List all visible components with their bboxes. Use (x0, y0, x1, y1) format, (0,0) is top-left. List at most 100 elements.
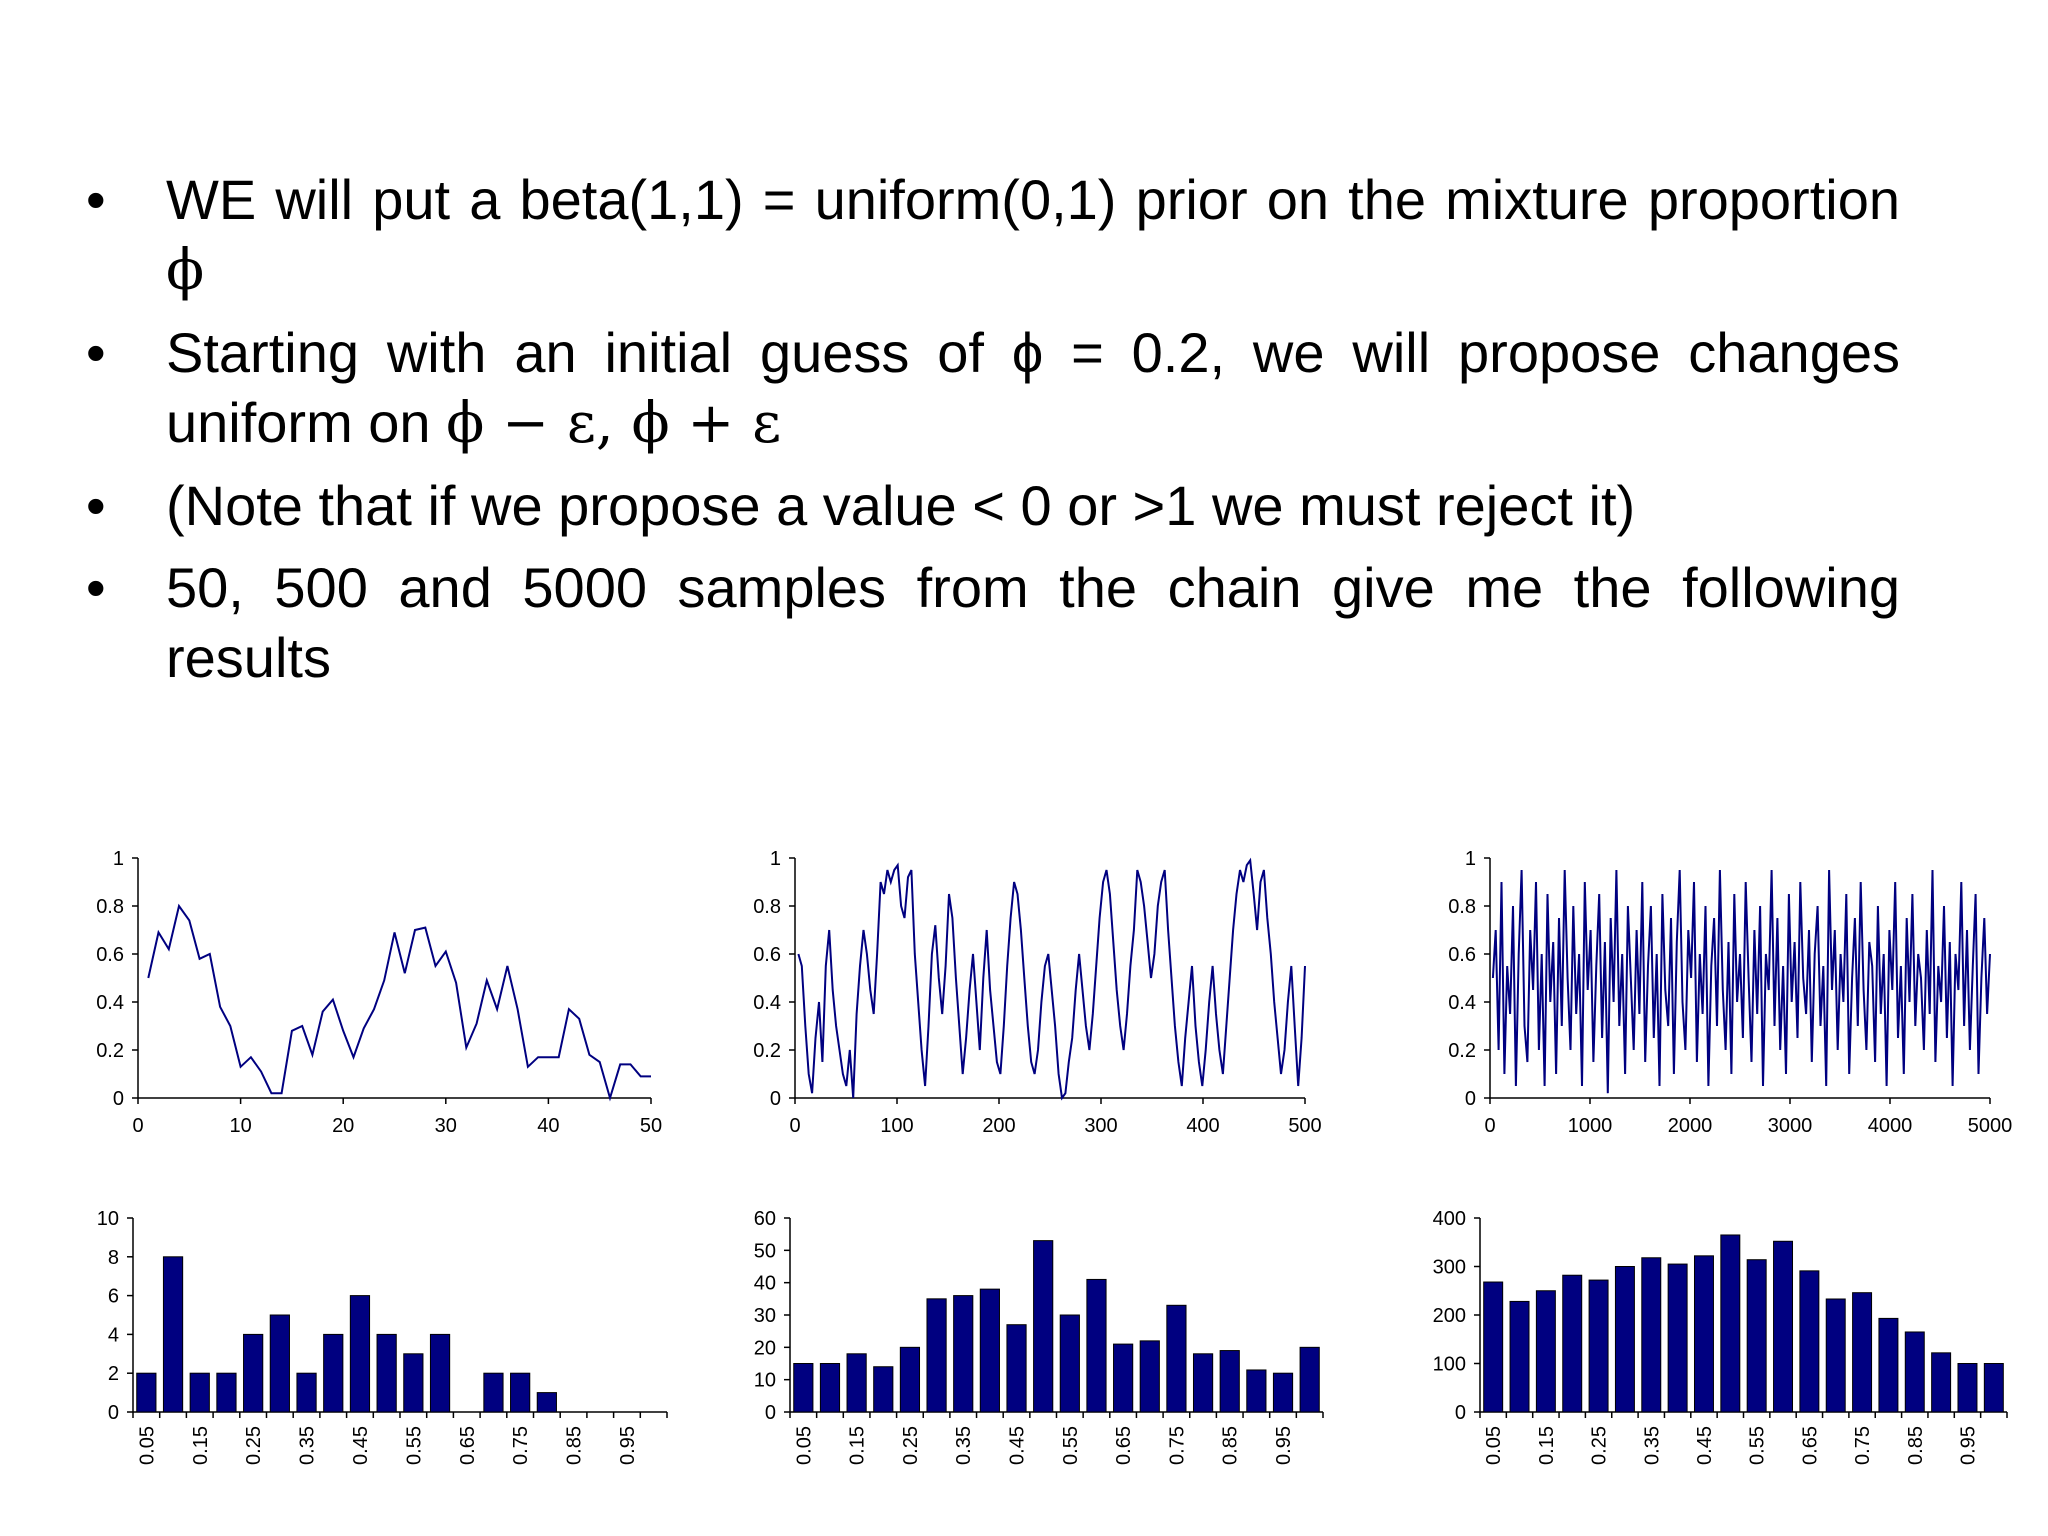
bullet-math: ϕ − ε, ϕ + ε (446, 391, 782, 456)
histogram-bar (189, 1372, 210, 1413)
bullet-text: Starting with an initial guess of ϕ = 0.… (166, 321, 1900, 454)
histogram-bar (1614, 1266, 1635, 1413)
histogram-bar (376, 1333, 397, 1413)
x-tick-label: 0.55 (1747, 1426, 1769, 1465)
y-tick-label: 8 (108, 1247, 119, 1269)
y-tick-label: 300 (1433, 1257, 1466, 1279)
histogram-bar (1535, 1290, 1556, 1413)
chart-panel-1: 00.20.40.60.810 10 20 30 40 50 (96, 848, 662, 1137)
histogram-bar (1483, 1281, 1504, 1413)
x-tick-label: 0.25 (1589, 1426, 1611, 1465)
histogram-bar (926, 1298, 947, 1413)
x-tick-label: 0 (132, 1115, 143, 1137)
x-tick-label: 0.65 (1113, 1426, 1135, 1465)
y-tick-label: 50 (754, 1240, 776, 1262)
histogram-bar (1931, 1352, 1952, 1413)
histogram-bar (1562, 1274, 1583, 1413)
histogram-bar (216, 1372, 237, 1413)
histogram-bar (1693, 1255, 1714, 1413)
x-tick-label: 0.15 (1536, 1426, 1558, 1465)
trace-line (147, 903, 651, 1102)
histogram-bar (873, 1366, 894, 1413)
histogram-bar (1957, 1363, 1978, 1413)
x-tick-label: 4000 (1868, 1115, 1913, 1137)
x-tick-label: 0.25 (243, 1426, 265, 1465)
x-tick-label: 3000 (1768, 1115, 1813, 1137)
histogram-bar (1113, 1343, 1134, 1413)
bullet-dot: • (86, 474, 106, 537)
histogram-bar (1509, 1300, 1530, 1413)
y-tick-label: 0.2 (753, 1040, 781, 1062)
y-tick-label: 0 (108, 1402, 119, 1424)
histogram-bar (793, 1363, 814, 1413)
y-tick-label: 0.4 (753, 992, 781, 1014)
histogram-bar (1139, 1340, 1160, 1413)
chart-panel-6: 0 100 200 300 400 0.05 0.15 0.25 0.35 0.45 0.55 0.6… (1433, 1208, 2008, 1465)
bullet-item: • WE will put a beta(1,1) = uniform(0,1) … (80, 165, 1900, 306)
x-tick-label: 30 (435, 1115, 457, 1137)
x-tick-label: 100 (880, 1115, 913, 1137)
y-tick-label: 0.8 (753, 896, 781, 918)
x-tick-label: 40 (537, 1115, 559, 1137)
x-tick-label: 0.55 (403, 1426, 425, 1465)
histogram-bar (1166, 1304, 1187, 1413)
x-tick-label: 0.05 (793, 1426, 815, 1465)
histogram-bar (1246, 1369, 1267, 1413)
histogram-bar (979, 1288, 1000, 1413)
bullet-item: • Starting with an initial guess of ϕ = 0… (80, 318, 1900, 459)
histogram-bar (136, 1372, 157, 1413)
x-tick-label: 0.75 (510, 1426, 532, 1465)
x-tick-label: 400 (1186, 1115, 1219, 1137)
histogram-bar (1588, 1279, 1609, 1413)
histogram-bar (1773, 1240, 1794, 1413)
bullet-dot: • (86, 168, 106, 231)
y-tick-label: 0.4 (96, 992, 124, 1014)
y-tick-label: 0.2 (96, 1040, 124, 1062)
x-tick-label: 0.15 (190, 1426, 212, 1465)
histogram-bar (1667, 1263, 1688, 1413)
histogram-bar (1799, 1270, 1820, 1413)
y-tick-label: 2 (108, 1363, 119, 1385)
y-tick-label: 0.2 (1448, 1040, 1476, 1062)
histogram-bar (243, 1333, 264, 1413)
histogram-bar (899, 1346, 921, 1413)
histogram-bar (1059, 1314, 1080, 1413)
y-tick-label: 0.6 (1448, 944, 1476, 966)
x-tick-label: 0 (1484, 1115, 1495, 1137)
histogram-bar (953, 1295, 974, 1413)
y-tick-label: 1 (113, 848, 124, 870)
x-tick-label: 2000 (1668, 1115, 1713, 1137)
y-tick-label: 20 (754, 1337, 776, 1359)
x-tick-label: 50 (640, 1115, 662, 1137)
x-tick-label: 0.75 (1852, 1426, 1874, 1465)
x-tick-label: 300 (1084, 1115, 1117, 1137)
histogram-bar (403, 1353, 424, 1413)
x-tick-label: 0.75 (1166, 1426, 1188, 1465)
x-tick-label: 0 (789, 1115, 800, 1137)
histogram-bar (1219, 1350, 1240, 1413)
histogram-bar (1006, 1324, 1027, 1413)
histogram-bar (483, 1372, 504, 1413)
histogram-bar (1299, 1346, 1320, 1413)
histogram-bar (1825, 1298, 1846, 1413)
y-tick-label: 0.8 (96, 896, 124, 918)
bullet-math: ϕ (166, 238, 205, 303)
y-tick-label: 0 (1465, 1088, 1476, 1110)
y-tick-label: 30 (754, 1305, 776, 1327)
histogram-bar (819, 1363, 841, 1413)
y-tick-label: 60 (754, 1208, 776, 1230)
histogram-bar (1272, 1372, 1294, 1413)
x-tick-label: 10 (229, 1115, 251, 1137)
x-tick-label: 0.35 (297, 1426, 319, 1465)
x-tick-label: 1000 (1568, 1115, 1613, 1137)
bullet-list: • WE will put a beta(1,1) = uniform(0,1) … (80, 165, 1900, 705)
y-tick-label: 0 (770, 1088, 781, 1110)
x-tick-label: 0.05 (1483, 1426, 1505, 1465)
bullet-item: • (Note that if we propose a value < 0 or… (80, 471, 1900, 541)
x-tick-label: 0.45 (1694, 1426, 1716, 1465)
bullet-text: 50, 500 and 5000 samples from the chain … (166, 556, 1900, 689)
chart-panel-2: 0 0.2 0.4 0.6 0.8 1 0 100 200 300 400 500 (753, 848, 1322, 1137)
y-tick-label: 1 (770, 848, 781, 870)
histogram-bar (1033, 1240, 1054, 1413)
histogram-bar (1983, 1363, 2004, 1413)
